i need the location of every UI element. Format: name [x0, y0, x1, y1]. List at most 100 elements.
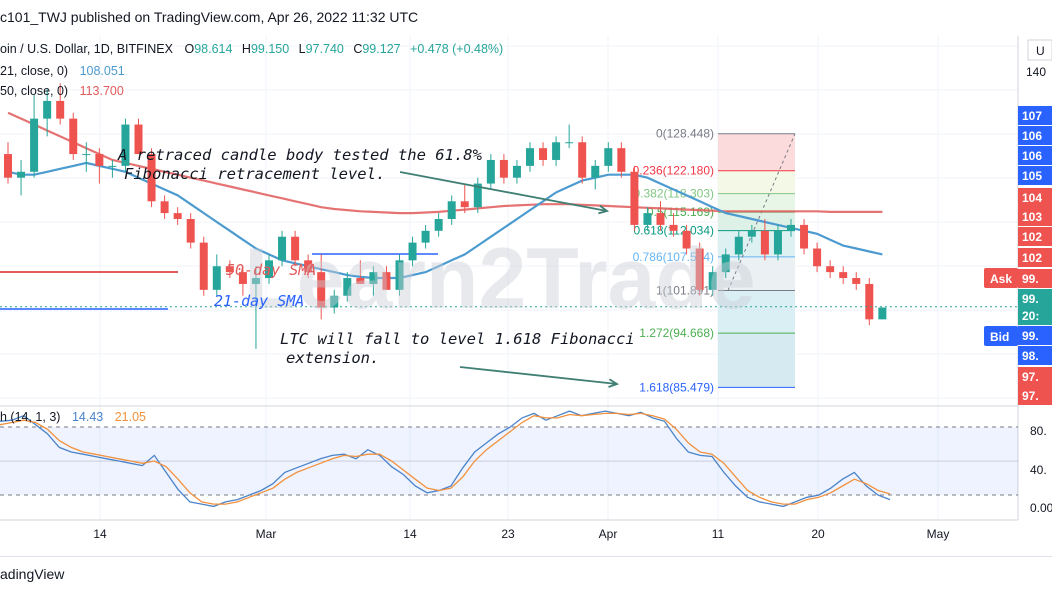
candle-body	[878, 307, 887, 320]
candle	[865, 278, 874, 326]
candle	[186, 213, 195, 249]
high-label: H	[241, 42, 251, 56]
price-tag	[1018, 386, 1052, 405]
close-value: 99.127	[362, 42, 401, 56]
sma50-annotation: 50-day SMA	[226, 261, 316, 279]
stoch-k-value: 14.43	[71, 410, 104, 424]
fib-level-label: 1.272(94.668)	[639, 326, 714, 340]
sma21-annotation: 21-day SMA	[214, 292, 304, 310]
stoch-d-value: 21.05	[114, 410, 146, 424]
price-tag-label: 103	[1022, 210, 1042, 224]
candle	[643, 207, 652, 231]
candle-body	[565, 142, 574, 144]
candle	[591, 159, 600, 190]
candle	[82, 142, 91, 172]
candle-body	[173, 213, 182, 219]
time-tick-label: Apr	[599, 527, 618, 541]
candle	[4, 142, 12, 184]
price-tag-label: 99.	[1022, 292, 1039, 306]
candle-body	[708, 272, 717, 290]
candle-body	[69, 118, 78, 155]
candle	[343, 272, 352, 302]
price-chart[interactable]: 0(128.448) 0.236(122.180) 0.382(118.303) 0.…	[0, 0, 1052, 556]
candle	[108, 159, 117, 178]
open-label: O	[184, 42, 195, 56]
price-tag-label: 107	[1022, 109, 1042, 123]
fib-zone	[718, 133, 795, 171]
candle-body	[839, 272, 848, 279]
annotations[interactable]: Learn2Trade A retraced candle body tested…	[117, 146, 756, 388]
candle-body	[552, 142, 561, 160]
open-value: 98.614	[194, 42, 233, 56]
candle	[460, 183, 469, 214]
bid-label: Bid	[990, 330, 1009, 344]
candle-body	[265, 260, 273, 279]
candle	[708, 266, 717, 296]
candle-body	[460, 201, 469, 208]
candle-body	[278, 236, 287, 261]
candle	[721, 248, 730, 279]
candle-body	[408, 242, 417, 261]
stoch-tick-label: 0.00	[1030, 501, 1052, 515]
candle	[499, 154, 508, 184]
candle-body	[330, 295, 339, 308]
candle-body	[43, 100, 52, 119]
close-label: C	[353, 42, 363, 56]
price-tag	[1018, 207, 1052, 226]
candle	[734, 230, 743, 261]
candle	[826, 260, 835, 279]
fall-arrow-head	[608, 378, 620, 388]
low-label: L	[298, 42, 306, 56]
axes: 140 107 106 106 105 104 103 102 102 99. 99. 20: 99. 9…	[93, 39, 1052, 541]
time-tick-label: 14	[403, 527, 417, 541]
candle-body	[160, 201, 169, 214]
candle-body	[369, 272, 378, 284]
price-tag	[1018, 289, 1052, 308]
candle	[356, 260, 365, 284]
candle	[121, 118, 130, 172]
ohlc-legend: oin / U.S. Dollar, 1D, BITFINEX O98.614 …	[0, 42, 503, 56]
candle	[17, 159, 26, 196]
candle-body	[630, 171, 639, 225]
candle	[695, 242, 704, 296]
bid-tag	[984, 326, 1018, 346]
chart-header: c101_TWJ published on TradingView.com, A…	[0, 0, 1052, 36]
candle	[291, 230, 300, 267]
candle-body	[30, 118, 39, 172]
candle	[56, 83, 65, 125]
candle-body	[617, 148, 626, 172]
price-tag-label: 105	[1022, 169, 1042, 183]
candle	[760, 219, 769, 261]
candle-body	[317, 272, 326, 308]
publisher-line: c101_TWJ published on TradingView.com, A…	[0, 9, 419, 25]
candle	[304, 254, 313, 279]
price-tag	[1018, 326, 1052, 345]
time-tick-label: 20	[811, 527, 825, 541]
candle-body	[238, 272, 247, 284]
currency-box-letter: U	[1036, 44, 1045, 58]
price-tag	[1018, 346, 1052, 365]
fall-arrow-shaft	[459, 366, 618, 385]
candle	[630, 165, 639, 231]
fib-level-label: 0(128.448)	[656, 127, 714, 141]
candle-body	[4, 154, 12, 178]
retrace-note-line1: A retraced candle body tested the 61.8%	[117, 146, 483, 164]
sma50-legend-label: 50, close, 0)	[0, 84, 69, 98]
candles	[0, 83, 1018, 349]
fib-level-label: 0.786(107.574)	[633, 250, 714, 264]
candle	[251, 266, 260, 349]
candle	[382, 266, 391, 290]
candle-body	[787, 224, 795, 231]
price-tag	[1018, 227, 1052, 246]
price-tag	[1018, 269, 1052, 288]
candle	[747, 224, 756, 243]
candle	[878, 307, 887, 320]
time-tick-label: May	[927, 527, 950, 541]
candle	[369, 266, 378, 296]
retrace-arrow-head	[598, 204, 610, 215]
retrace-arrow-shaft	[399, 171, 608, 212]
candle	[656, 201, 665, 231]
fibonacci-tool[interactable]: 0(128.448) 0.236(122.180) 0.382(118.303) 0.…	[633, 127, 796, 395]
candle	[512, 159, 521, 184]
candle-body	[382, 272, 391, 290]
